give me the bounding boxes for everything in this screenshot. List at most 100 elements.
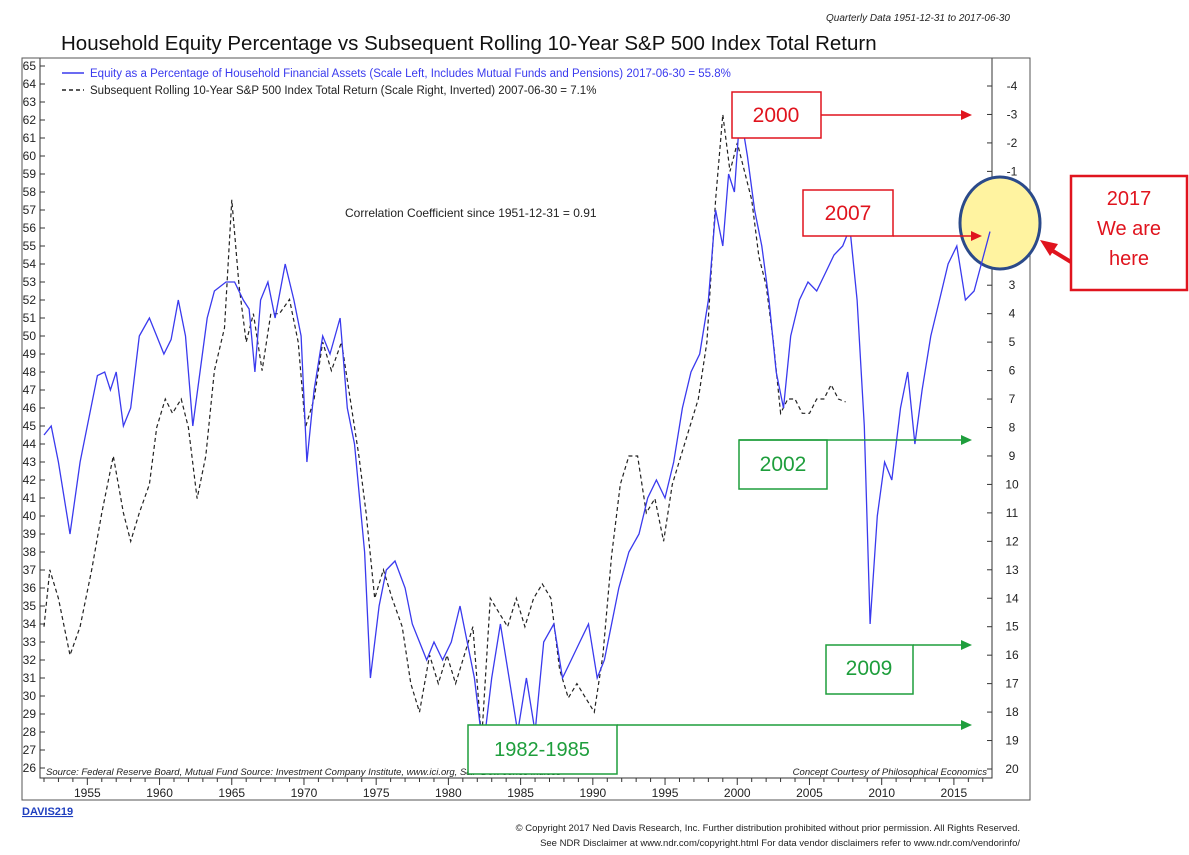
arrow-2009-icon bbox=[961, 640, 972, 650]
data-range-label: Quarterly Data 1951-12-31 to 2017-06-30 bbox=[826, 13, 1010, 24]
right-tick-label: 19 bbox=[1005, 734, 1019, 748]
left-tick-label: 44 bbox=[23, 437, 37, 451]
x-tick-label: 2005 bbox=[796, 786, 823, 800]
annotation-1982-label: 1982-1985 bbox=[494, 739, 590, 761]
left-tick-label: 39 bbox=[23, 527, 37, 541]
left-tick-label: 42 bbox=[23, 473, 37, 487]
right-tick-label: 14 bbox=[1005, 591, 1019, 605]
left-tick-label: 48 bbox=[23, 365, 37, 379]
left-tick-label: 31 bbox=[23, 671, 37, 685]
left-tick-label: 37 bbox=[23, 563, 37, 577]
left-tick-label: 45 bbox=[23, 419, 37, 433]
arrow-2007-icon bbox=[971, 231, 982, 241]
series-return-line bbox=[43, 114, 846, 741]
x-tick-label: 1955 bbox=[74, 786, 101, 800]
left-tick-label: 56 bbox=[23, 221, 37, 235]
left-tick-label: 34 bbox=[23, 617, 37, 631]
left-tick-label: 59 bbox=[23, 167, 37, 181]
legend-equity-text: Equity as a Percentage of Household Fina… bbox=[90, 68, 731, 80]
left-tick-label: 29 bbox=[23, 707, 37, 721]
left-tick-label: 52 bbox=[23, 293, 37, 307]
left-tick-label: 33 bbox=[23, 635, 37, 649]
left-tick-label: 64 bbox=[23, 77, 37, 91]
x-tick-label: 2015 bbox=[941, 786, 968, 800]
left-tick-label: 60 bbox=[23, 149, 37, 163]
series-equity-line bbox=[43, 110, 991, 751]
x-tick-label: 1980 bbox=[435, 786, 462, 800]
annotation-2017-line2: We are bbox=[1097, 218, 1161, 240]
left-tick-label: 53 bbox=[23, 275, 37, 289]
correlation-text: Correlation Coefficient since 1951-12-31… bbox=[345, 206, 597, 220]
right-tick-label: -1 bbox=[1007, 164, 1018, 178]
left-tick-label: 55 bbox=[23, 239, 37, 253]
left-tick-label: 26 bbox=[23, 761, 37, 775]
left-tick-label: 65 bbox=[23, 59, 37, 73]
annotation-2009-label: 2009 bbox=[846, 657, 893, 680]
annotation-2002: 2002 bbox=[738, 435, 972, 490]
source-text: Source: Federal Reserve Board, Mutual Fu… bbox=[46, 767, 561, 778]
x-tick-label: 1985 bbox=[507, 786, 534, 800]
left-tick-label: 36 bbox=[23, 581, 37, 595]
x-axis: 1955 1960 1965 1970 1975 1980 1985 1990 1995 2000… bbox=[43, 778, 984, 800]
chart-code-link[interactable]: DAVIS219 bbox=[22, 806, 73, 818]
right-tick-label: 17 bbox=[1005, 677, 1019, 691]
right-tick-label: -2 bbox=[1007, 136, 1018, 150]
left-tick-label: 51 bbox=[23, 311, 37, 325]
annotation-2017-line3: here bbox=[1109, 248, 1149, 270]
x-tick-label: 1995 bbox=[652, 786, 679, 800]
annotation-2007: 2007 bbox=[802, 189, 982, 241]
x-tick-label: 2000 bbox=[724, 786, 751, 800]
annotation-2009: 2009 bbox=[825, 640, 972, 695]
arrow-2000-icon bbox=[961, 110, 972, 120]
x-tick-label: 2010 bbox=[868, 786, 895, 800]
x-tick-label: 1960 bbox=[146, 786, 173, 800]
left-tick-label: 28 bbox=[23, 725, 37, 739]
left-tick-label: 30 bbox=[23, 689, 37, 703]
left-tick-label: 47 bbox=[23, 383, 37, 397]
left-tick-label: 41 bbox=[23, 491, 37, 505]
outer-frame bbox=[21, 57, 1031, 801]
right-tick-label: 15 bbox=[1005, 620, 1019, 634]
x-tick-label: 1970 bbox=[291, 786, 318, 800]
legend-return-text: Subsequent Rolling 10-Year S&P 500 Index… bbox=[90, 85, 596, 97]
annotation-1982-1985: 1982-1985 bbox=[467, 720, 972, 775]
left-tick-label: 46 bbox=[23, 401, 37, 415]
right-tick-label: 6 bbox=[1009, 364, 1016, 378]
left-tick-label: 32 bbox=[23, 653, 37, 667]
copyright-line-2: See NDR Disclaimer at www.ndr.com/copyri… bbox=[540, 838, 1020, 849]
annotation-2017: 2017 We are here bbox=[1040, 174, 1189, 292]
right-tick-label: 13 bbox=[1005, 563, 1019, 577]
annotation-2002-label: 2002 bbox=[760, 453, 807, 476]
right-tick-label: 5 bbox=[1009, 335, 1016, 349]
left-tick-label: 61 bbox=[23, 131, 37, 145]
left-axis: 26 27 28 29 30 31 32 33 34 35 36 37 38 39 40 41 42 43 44 45… bbox=[23, 59, 45, 775]
left-tick-label: 58 bbox=[23, 185, 37, 199]
arrow-2002-icon bbox=[961, 435, 972, 445]
left-tick-label: 54 bbox=[23, 257, 37, 271]
chart-title: Household Equity Percentage vs Subsequen… bbox=[61, 32, 877, 55]
right-tick-label: 12 bbox=[1005, 534, 1019, 548]
annotation-2000-label: 2000 bbox=[753, 104, 800, 127]
right-tick-label: 8 bbox=[1009, 421, 1016, 435]
left-tick-label: 62 bbox=[23, 113, 37, 127]
left-tick-label: 35 bbox=[23, 599, 37, 613]
right-tick-label: 4 bbox=[1009, 307, 1016, 321]
left-tick-label: 27 bbox=[23, 743, 37, 757]
right-tick-label: 11 bbox=[1006, 506, 1019, 520]
left-tick-label: 57 bbox=[23, 203, 37, 217]
right-tick-label: 16 bbox=[1005, 648, 1019, 662]
left-tick-label: 40 bbox=[23, 509, 37, 523]
left-tick-label: 63 bbox=[23, 95, 37, 109]
left-tick-label: 50 bbox=[23, 329, 37, 343]
right-tick-label: 7 bbox=[1009, 392, 1016, 406]
x-tick-label: 1990 bbox=[579, 786, 606, 800]
annotation-2000: 2000 bbox=[731, 91, 972, 139]
left-tick-label: 43 bbox=[23, 455, 37, 469]
highlight-circle bbox=[958, 175, 1042, 271]
left-tick-label: 38 bbox=[23, 545, 37, 559]
left-tick-label: 49 bbox=[23, 347, 37, 361]
arrow-1982-icon bbox=[961, 720, 972, 730]
right-tick-label: 20 bbox=[1005, 762, 1019, 776]
series-layer bbox=[43, 110, 991, 751]
